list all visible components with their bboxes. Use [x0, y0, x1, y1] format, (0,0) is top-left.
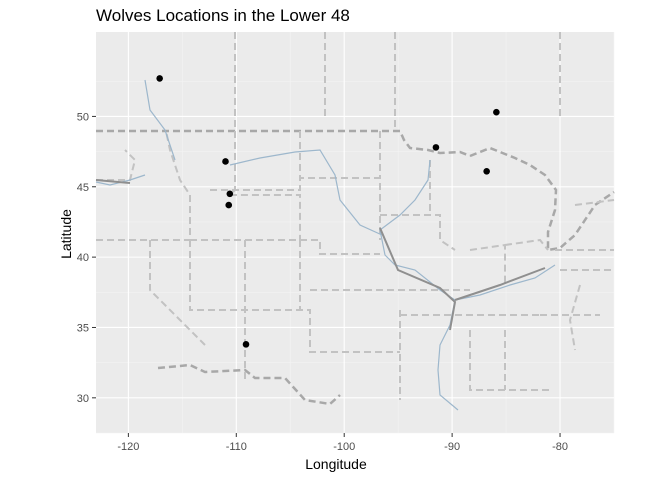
wolf-location-point	[225, 201, 233, 209]
state-line	[189, 240, 400, 353]
mexico-border	[157, 363, 341, 406]
y-axis-ticks: 30 35 40 45 50	[77, 111, 96, 405]
x-tick-label: -90	[444, 441, 460, 453]
great-lakes-border	[469, 146, 615, 252]
y-axis-label: Latitude	[58, 209, 74, 259]
border-line	[96, 129, 471, 158]
missouri-river	[229, 149, 383, 236]
wolf-location-point	[226, 190, 234, 198]
wolf-location-point	[483, 167, 490, 175]
state-line	[96, 130, 191, 241]
river-accent	[379, 227, 457, 331]
x-axis-ticks: -120 -110 -100 -90 -80	[117, 433, 568, 453]
y-tick-label: 45	[77, 182, 89, 194]
plot-panel	[96, 32, 614, 433]
wolf-location-point	[432, 144, 440, 151]
x-tick-label: -100	[333, 441, 355, 453]
x-tick-label: -120	[117, 441, 139, 453]
chart-title: Wolves Locations in the Lower 48	[96, 6, 350, 25]
wolf-location-point	[242, 341, 250, 348]
x-axis-label: Longitude	[305, 456, 367, 472]
mississippi-river	[379, 159, 459, 411]
y-tick-label: 35	[77, 322, 89, 334]
state-line	[190, 239, 380, 255]
minor-gridlines	[96, 32, 615, 434]
state-line	[469, 330, 550, 391]
state-line	[96, 149, 137, 181]
x-tick-label: -110	[226, 441, 247, 453]
ohio-river	[454, 264, 556, 301]
wolf-location-point	[222, 158, 229, 165]
state-line	[568, 284, 581, 351]
x-tick-label: -80	[552, 441, 568, 453]
state-line	[149, 240, 206, 346]
y-tick-label: 40	[77, 252, 89, 264]
major-gridlines	[96, 32, 614, 433]
state-line	[380, 214, 456, 251]
river-accent	[454, 267, 546, 301]
wolf-points	[156, 75, 500, 348]
y-tick-label: 30	[77, 393, 89, 405]
wolf-location-point	[156, 75, 163, 82]
river-accent	[95, 179, 131, 184]
snake-river	[144, 79, 176, 161]
wolf-location-point	[493, 108, 500, 116]
y-tick-label: 50	[77, 111, 89, 123]
state-line	[504, 238, 549, 251]
state-line	[574, 199, 615, 206]
